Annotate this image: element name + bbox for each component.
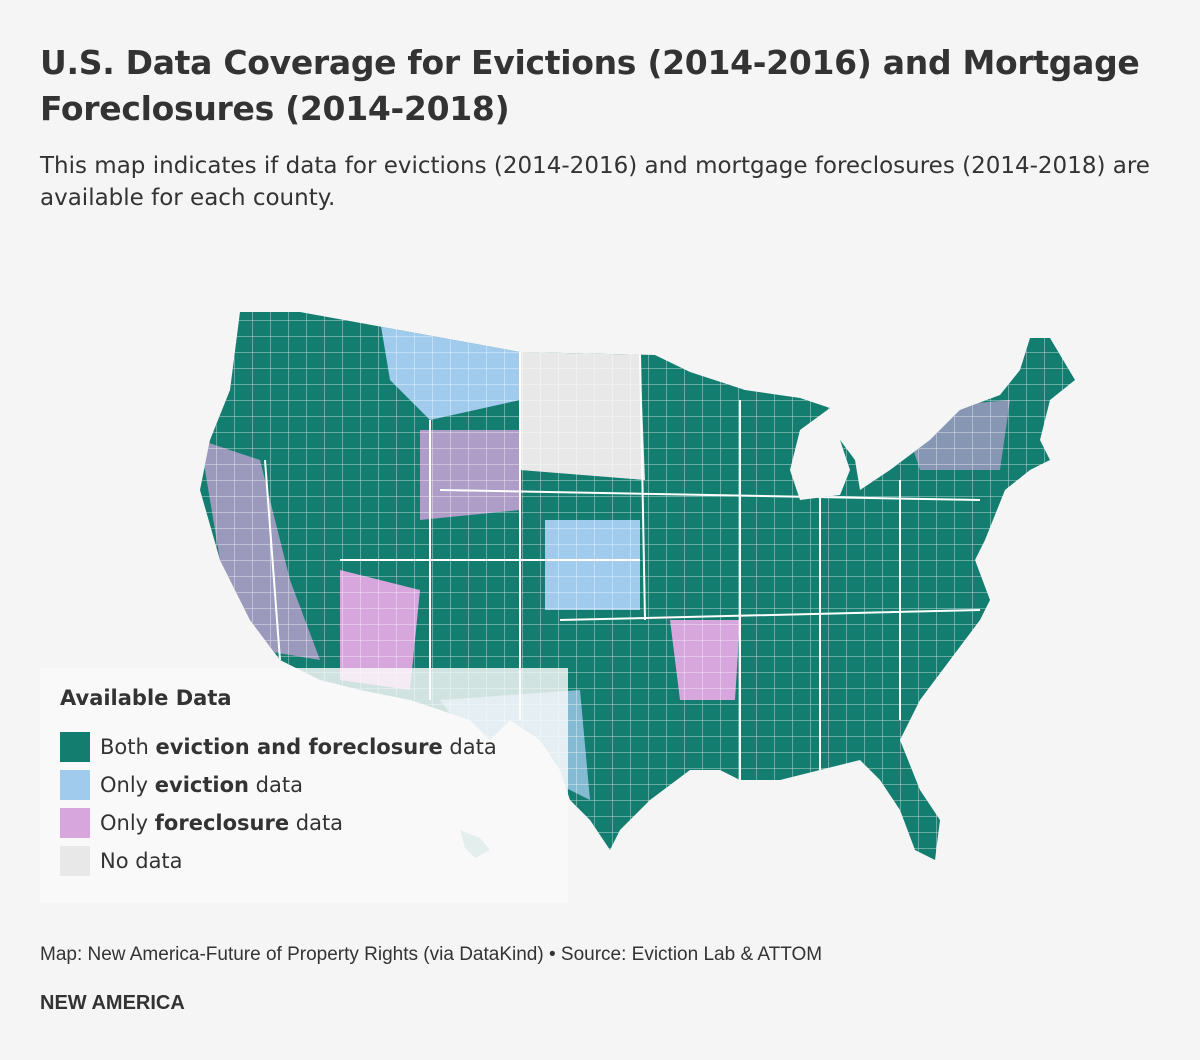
legend-text: Only bbox=[100, 811, 155, 835]
legend-text-bold: eviction bbox=[154, 773, 249, 797]
map-legend: Available Data Both eviction and foreclo… bbox=[40, 668, 568, 903]
legend-text: data bbox=[289, 811, 344, 835]
map-subtitle: This map indicates if data for evictions… bbox=[40, 153, 1150, 211]
legend-swatch bbox=[60, 808, 90, 838]
legend-text-bold: eviction and foreclosure bbox=[155, 735, 443, 759]
legend-text: data bbox=[442, 735, 497, 759]
legend-item-both: Both eviction and foreclosure data bbox=[60, 732, 497, 762]
source-credit: Map: New America-Future of Property Righ… bbox=[40, 944, 823, 965]
legend-text: No data bbox=[100, 849, 183, 873]
map-title: U.S. Data Coverage for Evictions (2014-2… bbox=[40, 43, 1140, 128]
legend-item-eviction: Only eviction data bbox=[60, 770, 303, 800]
legend-text: data bbox=[248, 773, 303, 797]
legend-swatch bbox=[60, 846, 90, 876]
brand-logo: NEW AMERICA bbox=[40, 992, 185, 1014]
legend-item-foreclosure: Only foreclosure data bbox=[60, 808, 343, 838]
legend-text: Both bbox=[100, 735, 156, 759]
legend-text-bold: foreclosure bbox=[154, 811, 290, 835]
legend-title: Available Data bbox=[60, 686, 232, 710]
legend-swatch bbox=[60, 770, 90, 800]
legend-swatch bbox=[60, 732, 90, 762]
legend-item-no-data: No data bbox=[60, 846, 183, 876]
state-borders bbox=[264, 350, 981, 780]
legend-text: Only bbox=[100, 773, 155, 797]
